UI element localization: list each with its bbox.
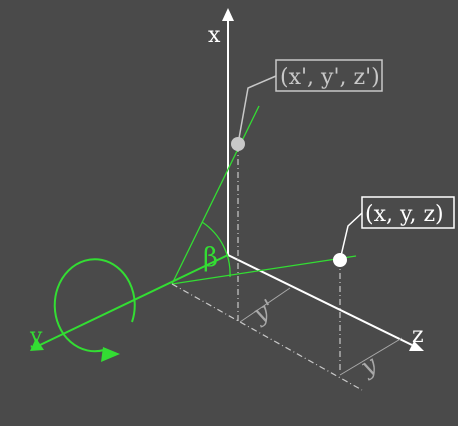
rotated-point-label: (x', y', z') xyxy=(280,65,380,90)
ground-projection-line xyxy=(171,283,363,391)
y-axis-label: y xyxy=(29,324,43,349)
rotated-point-label-box xyxy=(275,59,383,92)
y-axis-arrowhead xyxy=(30,338,44,351)
beta-angle-label: β xyxy=(203,243,218,273)
original-point-leader xyxy=(339,212,363,261)
circular-arrow-icon xyxy=(53,258,136,353)
z-axis-label: z xyxy=(412,323,424,348)
original-point-label: (x, y, z) xyxy=(365,202,444,227)
rotation-arrowhead xyxy=(101,347,120,362)
z-axis xyxy=(227,254,413,346)
beta-angle-arc xyxy=(201,221,231,278)
original-point-label-box xyxy=(361,196,455,229)
x-axis-arrowhead xyxy=(222,8,234,21)
rotated-radius-line xyxy=(171,105,260,285)
y-prime-dimension-line xyxy=(239,287,291,323)
y-dimension-label: y xyxy=(355,350,382,382)
y-dimension-line xyxy=(339,337,403,376)
original-radius-line xyxy=(171,255,357,285)
z-axis-arrowhead xyxy=(409,341,424,351)
rotated-point-leader xyxy=(237,75,277,145)
x-axis-label: x xyxy=(208,23,221,48)
